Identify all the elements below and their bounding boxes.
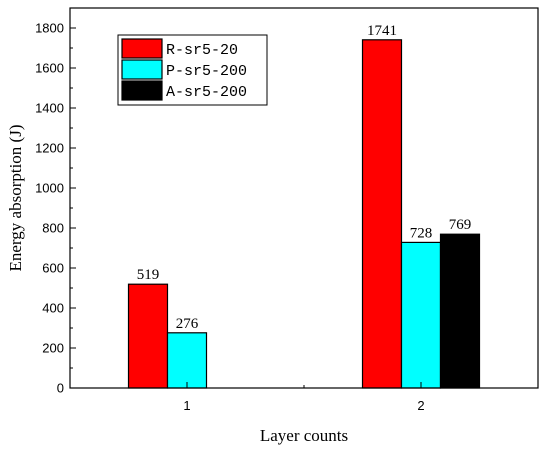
data-label: 1741 (367, 23, 397, 39)
legend-label: R-sr5-20 (166, 42, 238, 59)
y-tick-label: 200 (42, 341, 64, 356)
data-label: 728 (410, 225, 433, 241)
legend-swatch (121, 80, 163, 101)
legend-swatch (121, 59, 163, 80)
bar-A-sr5-200-2 (439, 233, 481, 389)
legend-label: A-sr5-200 (166, 84, 247, 101)
x-tick-label: 1 (183, 398, 190, 413)
x-tick-label: 2 (417, 398, 424, 413)
y-axis-title: Energy absorption (J) (6, 125, 25, 272)
legend-swatch (121, 38, 163, 59)
data-label: 519 (137, 267, 160, 283)
bar-P-sr5-200-2 (400, 241, 442, 389)
data-label: 276 (176, 316, 199, 332)
y-tick-label: 0 (57, 381, 64, 396)
bar-R-sr5-20-2 (361, 39, 403, 389)
bar-labels-layer: 519 276 1741 728 769 (137, 23, 472, 332)
bar-R-sr5-20-1 (127, 283, 169, 389)
y-tick-label: 600 (42, 261, 64, 276)
y-tick-label: 1200 (35, 141, 64, 156)
data-label: 769 (449, 217, 472, 233)
x-axis-title: Layer counts (260, 426, 348, 445)
y-tick-label: 1400 (35, 101, 64, 116)
y-tick-label: 1800 (35, 21, 64, 36)
y-tick-label: 1000 (35, 181, 64, 196)
legend: R-sr5-20 P-sr5-200 A-sr5-200 (117, 34, 268, 106)
y-tick-label: 400 (42, 301, 64, 316)
bars-layer (127, 39, 481, 389)
y-tick-label: 1600 (35, 61, 64, 76)
y-tick-label: 800 (42, 221, 64, 236)
bar-P-sr5-200-1 (166, 332, 208, 389)
y-axis-ticks: 0 200 400 600 800 1000 1200 1400 1600 1800 (35, 21, 76, 396)
legend-label: P-sr5-200 (166, 63, 247, 80)
